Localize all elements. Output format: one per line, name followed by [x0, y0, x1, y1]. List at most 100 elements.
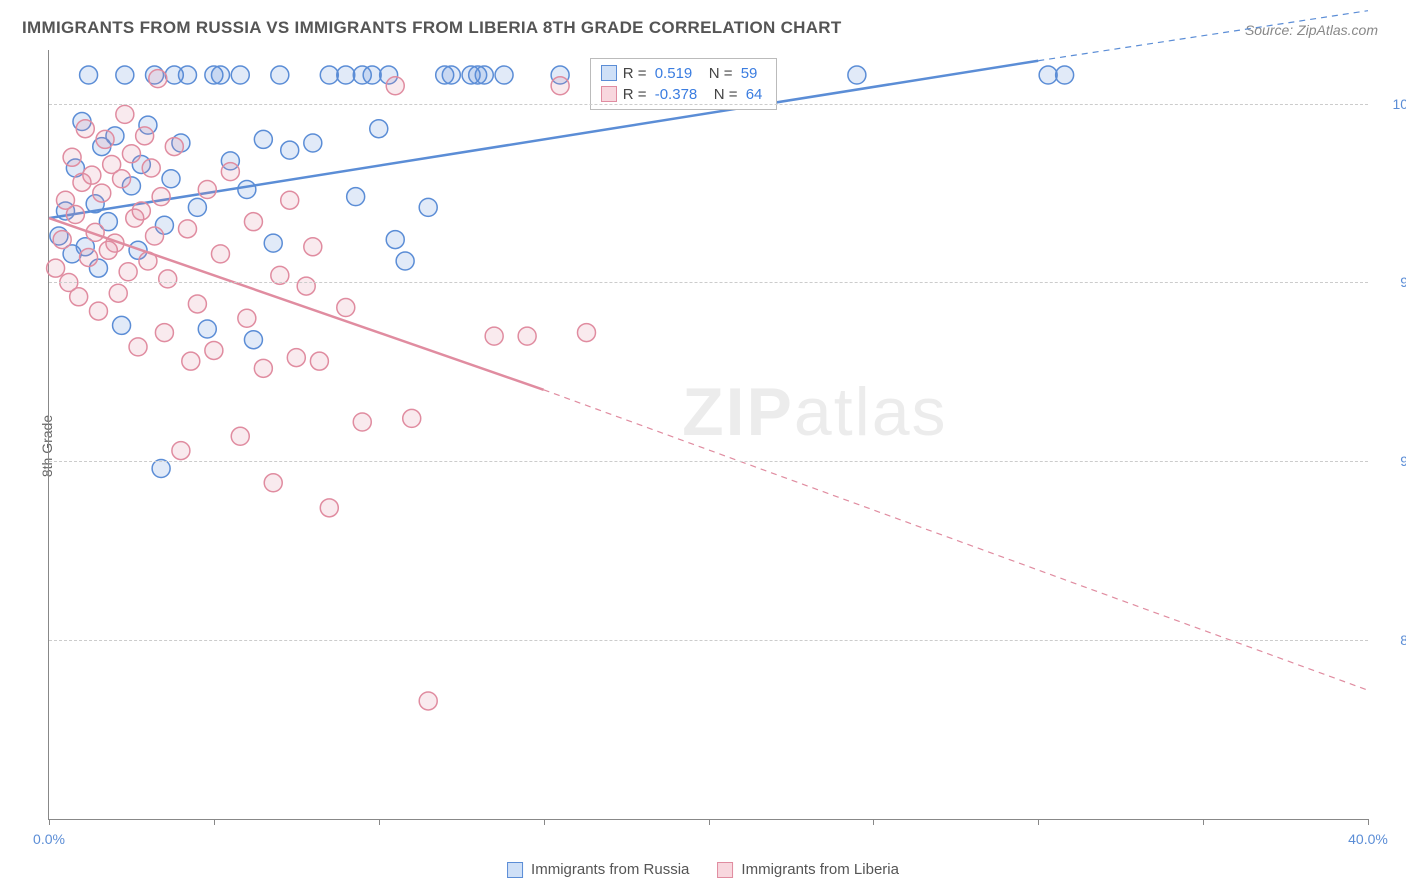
x-tick — [379, 819, 380, 825]
legend-item-russia: Immigrants from Russia — [507, 861, 689, 878]
scatter-point-liberia — [53, 231, 71, 249]
scatter-point-russia — [254, 130, 272, 148]
scatter-point-liberia — [287, 349, 305, 367]
scatter-point-liberia — [142, 159, 160, 177]
scatter-point-liberia — [310, 352, 328, 370]
scatter-point-liberia — [518, 327, 536, 345]
scatter-point-russia — [337, 66, 355, 84]
scatter-point-liberia — [165, 138, 183, 156]
scatter-point-liberia — [297, 277, 315, 295]
scatter-point-russia — [271, 66, 289, 84]
x-tick — [1368, 819, 1369, 825]
legend-row-liberia: R = -0.378 N = 64 — [601, 84, 767, 105]
scatter-point-liberia — [419, 692, 437, 710]
x-tick-label: 40.0% — [1348, 831, 1388, 847]
scatter-point-liberia — [386, 77, 404, 95]
gridline-h — [49, 104, 1368, 105]
swatch-liberia — [601, 86, 617, 102]
scatter-point-liberia — [113, 170, 131, 188]
scatter-point-russia — [370, 120, 388, 138]
scatter-point-russia — [304, 134, 322, 152]
x-tick-label: 0.0% — [33, 831, 65, 847]
scatter-point-russia — [244, 331, 262, 349]
correlation-legend: R = 0.519 N = 59 R = -0.378 N = 64 — [590, 58, 778, 110]
scatter-point-russia — [188, 198, 206, 216]
scatter-point-liberia — [119, 263, 137, 281]
scatter-point-russia — [211, 66, 229, 84]
swatch-liberia-bottom — [717, 862, 733, 878]
scatter-point-liberia — [89, 302, 107, 320]
x-tick — [544, 819, 545, 825]
scatter-point-russia — [178, 66, 196, 84]
x-tick — [1203, 819, 1204, 825]
scatter-point-liberia — [109, 284, 127, 302]
scatter-point-liberia — [205, 341, 223, 359]
scatter-point-liberia — [146, 227, 164, 245]
n-label: N = — [714, 86, 742, 103]
scatter-point-russia — [116, 66, 134, 84]
scatter-point-liberia — [172, 442, 190, 460]
scatter-point-liberia — [577, 324, 595, 342]
swatch-russia-bottom — [507, 862, 523, 878]
y-tick-label: 90.0% — [1400, 453, 1406, 469]
scatter-point-liberia — [149, 70, 167, 88]
scatter-point-liberia — [159, 270, 177, 288]
scatter-point-liberia — [136, 127, 154, 145]
x-tick — [1038, 819, 1039, 825]
scatter-point-liberia — [238, 309, 256, 327]
scatter-point-liberia — [80, 248, 98, 266]
legend-item-liberia: Immigrants from Liberia — [717, 861, 899, 878]
chart-title: IMMIGRANTS FROM RUSSIA VS IMMIGRANTS FRO… — [22, 18, 842, 38]
scatter-point-liberia — [244, 213, 262, 231]
scatter-point-liberia — [485, 327, 503, 345]
x-tick — [873, 819, 874, 825]
scatter-point-russia — [113, 316, 131, 334]
bottom-legend: Immigrants from Russia Immigrants from L… — [507, 861, 899, 878]
scatter-point-liberia — [63, 148, 81, 166]
scatter-point-russia — [419, 198, 437, 216]
scatter-point-liberia — [281, 191, 299, 209]
source-attribution: Source: ZipAtlas.com — [1245, 22, 1378, 38]
scatter-point-liberia — [182, 352, 200, 370]
n-value-liberia: 64 — [742, 86, 767, 103]
scatter-point-liberia — [353, 413, 371, 431]
scatter-point-liberia — [66, 206, 84, 224]
r-value-russia: 0.519 — [651, 65, 697, 82]
legend-row-russia: R = 0.519 N = 59 — [601, 63, 767, 84]
scatter-point-russia — [80, 66, 98, 84]
scatter-point-russia — [396, 252, 414, 270]
scatter-point-russia — [475, 66, 493, 84]
x-tick — [49, 819, 50, 825]
scatter-point-russia — [347, 188, 365, 206]
scatter-point-liberia — [93, 184, 111, 202]
scatter-point-liberia — [132, 202, 150, 220]
trend-extend-liberia — [544, 390, 1368, 690]
scatter-point-liberia — [551, 77, 569, 95]
scatter-point-russia — [264, 234, 282, 252]
scatter-point-russia — [231, 66, 249, 84]
y-tick-label: 85.0% — [1400, 632, 1406, 648]
scatter-point-liberia — [198, 180, 216, 198]
scatter-point-liberia — [188, 295, 206, 313]
trend-line-russia — [49, 61, 1038, 218]
scatter-point-liberia — [403, 409, 421, 427]
scatter-point-russia — [162, 170, 180, 188]
y-tick-label: 100.0% — [1393, 96, 1406, 112]
scatter-point-liberia — [320, 499, 338, 517]
scatter-point-russia — [198, 320, 216, 338]
x-tick — [709, 819, 710, 825]
scatter-point-russia — [1039, 66, 1057, 84]
scatter-point-liberia — [211, 245, 229, 263]
scatter-point-liberia — [47, 259, 65, 277]
scatter-point-liberia — [264, 474, 282, 492]
scatter-point-russia — [363, 66, 381, 84]
y-tick-label: 95.0% — [1400, 274, 1406, 290]
scatter-point-liberia — [122, 145, 140, 163]
scatter-point-liberia — [96, 130, 114, 148]
scatter-point-liberia — [304, 238, 322, 256]
scatter-point-russia — [386, 231, 404, 249]
n-label: N = — [709, 65, 737, 82]
scatter-point-russia — [238, 180, 256, 198]
scatter-point-liberia — [129, 338, 147, 356]
scatter-point-liberia — [83, 166, 101, 184]
